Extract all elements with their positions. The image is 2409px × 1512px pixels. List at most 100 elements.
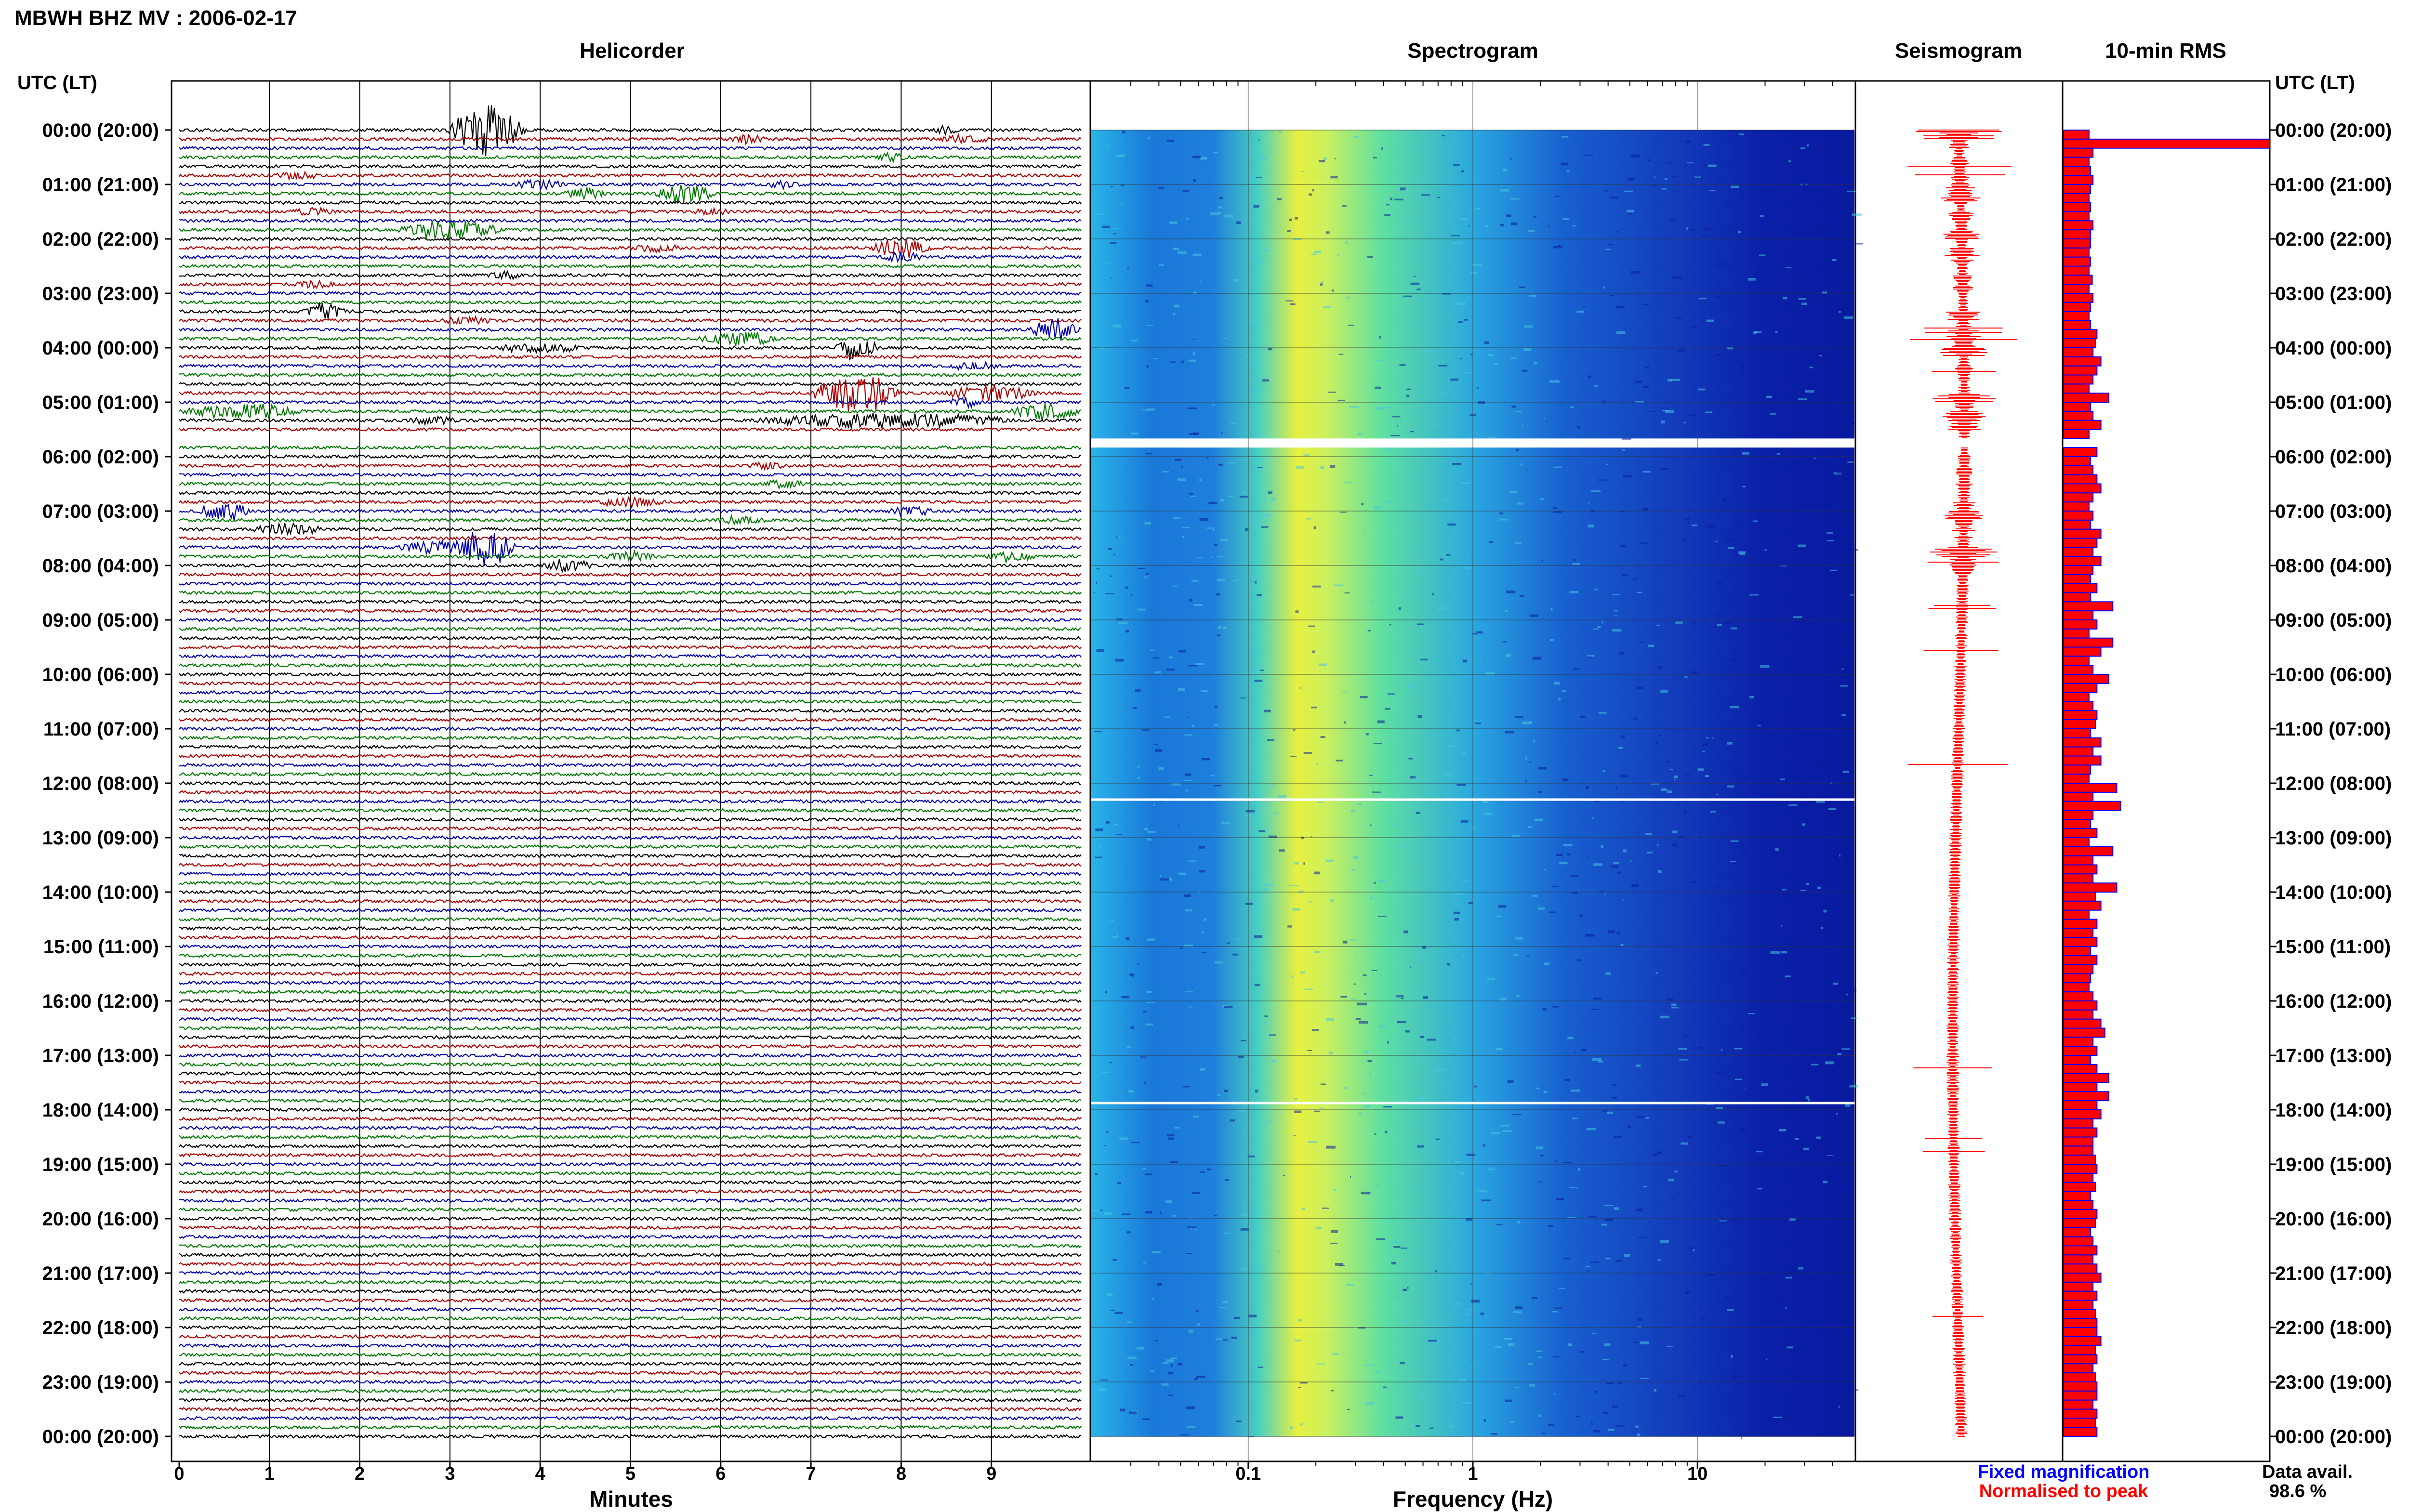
- spectrogram-texture: [1585, 1265, 1590, 1268]
- spectrogram-texture: [1795, 1138, 1799, 1140]
- spectrogram-texture: [1357, 1002, 1367, 1006]
- spectrogram-texture: [1706, 525, 1716, 528]
- spectrogram-texture: [1429, 972, 1433, 975]
- spectrogram-texture: [1489, 541, 1494, 543]
- spectrogram-texture: [1633, 717, 1638, 720]
- helicorder-line: [179, 1080, 1082, 1085]
- spectrogram-texture: [1146, 1002, 1155, 1003]
- spectrogram-texture: [1593, 863, 1602, 866]
- spectrogram-texture: [1502, 1130, 1512, 1132]
- spectrogram-texture: [1131, 432, 1138, 435]
- spectrogram-texture: [1445, 554, 1451, 556]
- spectrogram-texture: [1465, 1313, 1469, 1315]
- spectrogram-texture: [1759, 254, 1766, 256]
- spectrogram-texture: [1693, 1249, 1695, 1251]
- spectrogram-texture: [1487, 354, 1494, 356]
- spectrogram-texture: [1700, 235, 1710, 237]
- spectrogram-texture: [1357, 433, 1363, 435]
- spectrogram-texture: [1232, 953, 1239, 956]
- spectrogram-texture: [1303, 752, 1312, 754]
- spectrogram-texture: [1650, 783, 1660, 785]
- spectrogram-texture: [1656, 844, 1659, 846]
- spectrogram-texture: [1741, 1128, 1745, 1130]
- spectrogram-texture: [1755, 270, 1763, 273]
- spectrogram-texture: [1408, 758, 1413, 760]
- rms-bar: [2063, 1327, 2098, 1337]
- spectrogram-texture: [1197, 557, 1203, 559]
- helicorder-line: [179, 1234, 1082, 1239]
- spectrogram-texture: [1823, 909, 1827, 913]
- spectrogram-texture: [1394, 1373, 1397, 1375]
- spectrogram-texture: [1728, 547, 1734, 549]
- spectrogram-texture: [1447, 745, 1455, 747]
- spectrogram-texture: [1693, 621, 1698, 623]
- spectrogram-texture: [1739, 552, 1745, 555]
- spectrogram-texture: [1513, 1311, 1522, 1314]
- spectrogram-texture: [1807, 1158, 1809, 1160]
- spectrogram-texture: [1506, 654, 1511, 657]
- spectrogram-texture: [1591, 490, 1601, 492]
- spectrogram-texture: [1534, 818, 1543, 821]
- helicorder-line: [179, 164, 1082, 169]
- spectrogram-texture: [1254, 1331, 1259, 1333]
- hour-label-left: 17:00 (13:00): [42, 1045, 159, 1066]
- spectrogram-texture: [1567, 853, 1571, 856]
- spectrogram-texture: [1774, 1302, 1783, 1304]
- spectrogram-texture: [1849, 1085, 1858, 1088]
- spectrogram-texture: [1131, 1142, 1140, 1144]
- hour-label-left: 15:00 (11:00): [43, 936, 159, 958]
- spectrogram-texture: [1304, 988, 1313, 990]
- rms-bar: [2063, 1381, 2098, 1392]
- spectrogram-texture: [1336, 760, 1343, 762]
- spectrogram-texture: [1681, 1142, 1688, 1145]
- spectrogram-texture: [1738, 133, 1744, 136]
- spectrogram-texture: [1775, 331, 1778, 333]
- spectrogram-texture: [1200, 1171, 1205, 1173]
- spectrogram-texture: [1819, 617, 1823, 619]
- spectrogram-texture: [1111, 920, 1114, 921]
- spectrogram-texture: [1516, 995, 1520, 997]
- spectrogram-texture: [1637, 1318, 1642, 1321]
- spectrogram-texture: [1196, 1310, 1199, 1313]
- spectrogram-texture: [1736, 1381, 1742, 1384]
- helicorder-line: [179, 302, 1082, 319]
- helicorder-line: [179, 479, 1082, 490]
- spectrogram-texture: [1453, 323, 1456, 326]
- spectrogram-texture: [1485, 672, 1496, 675]
- spectrogram-texture: [1434, 423, 1442, 425]
- spectrogram-texture: [1427, 1039, 1436, 1041]
- hour-label-right: 02:00 (22:00): [2275, 229, 2392, 250]
- spectrogram-texture: [1773, 680, 1777, 684]
- spectrogram-texture: [1701, 164, 1708, 167]
- spectrogram-texture: [1760, 703, 1766, 706]
- spectrogram-texture: [1614, 615, 1617, 617]
- spectrogram-texture: [1571, 1089, 1580, 1092]
- spectrogram-texture: [1218, 206, 1223, 209]
- spectrogram-texture: [1637, 686, 1643, 689]
- spectrogram-texture: [1760, 1064, 1764, 1066]
- spectrogram-xlabel: Frequency (Hz): [1393, 1486, 1553, 1512]
- helicorder-line: [179, 853, 1082, 858]
- rms-bar: [2063, 1227, 2091, 1237]
- rms-bar: [2063, 637, 2114, 648]
- spectrogram-texture: [1241, 1213, 1248, 1216]
- spectrogram-texture: [1384, 214, 1390, 216]
- rms-bar: [2063, 791, 2094, 802]
- spectrogram-texture: [1823, 840, 1830, 841]
- spectrogram-texture: [1476, 387, 1479, 389]
- spectrogram-texture: [1598, 712, 1607, 714]
- spectrogram-texture: [1389, 624, 1391, 626]
- spectrogram-texture: [1593, 628, 1599, 630]
- helicorder-line: [179, 1288, 1082, 1294]
- spectrogram-texture: [1531, 894, 1538, 897]
- helicorder-line: [179, 145, 1082, 151]
- spectrogram-texture: [1312, 585, 1321, 588]
- spectrogram-texture: [1767, 1157, 1771, 1159]
- spectrogram-texture: [1159, 264, 1165, 266]
- helicorder-line: [179, 1107, 1082, 1113]
- spectrogram-texture: [1154, 671, 1161, 673]
- spectrogram-texture: [1435, 1270, 1438, 1273]
- spectrogram-texture: [1224, 1090, 1229, 1092]
- spectrogram-texture: [1813, 458, 1816, 459]
- spectrogram-texture: [1308, 625, 1315, 627]
